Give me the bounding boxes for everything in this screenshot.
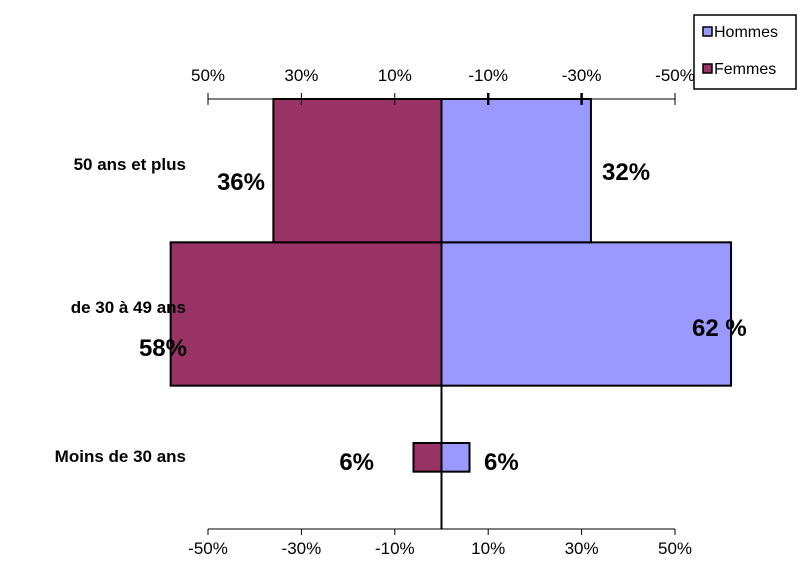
- legend-label-hommes: Hommes: [714, 24, 778, 41]
- category-label: 50 ans et plus: [74, 155, 186, 174]
- bars-layer: [169, 98, 733, 473]
- bottom-tick-label: 30%: [565, 539, 599, 558]
- top-tick-label: 10%: [378, 66, 412, 85]
- bar-hommes-1: [440, 241, 733, 387]
- data-label-femmes: 36%: [217, 169, 265, 196]
- data-label-hommes: 32%: [602, 159, 650, 186]
- bottom-tick-label: -30%: [282, 539, 322, 558]
- legend-swatch-femmes: [702, 63, 713, 74]
- bar-femmes-0: [412, 442, 443, 473]
- data-label-femmes: 58%: [139, 335, 187, 362]
- bottom-tick-label: -50%: [188, 539, 228, 558]
- bar-hommes-0: [440, 442, 471, 473]
- top-tick-label: -10%: [468, 66, 508, 85]
- bar-hommes-2: [440, 98, 592, 244]
- top-tick-label: -30%: [562, 66, 602, 85]
- axis-layer: -50% -30% -10% 10% 30% 50% 50% 30% 10% -10% -30% -5…: [188, 66, 695, 558]
- bottom-tick-label: -10%: [375, 539, 415, 558]
- top-tick-label: 30%: [284, 66, 318, 85]
- bar-femmes-2: [272, 98, 443, 244]
- legend-label-femmes: Femmes: [714, 61, 776, 78]
- top-tick-label: -50%: [655, 66, 695, 85]
- data-label-hommes: 6%: [484, 449, 519, 476]
- category-label: de 30 à 49 ans: [71, 298, 186, 317]
- top-tick-label: 50%: [191, 66, 225, 85]
- legend-swatch-hommes: [702, 26, 713, 37]
- bar-femmes-1: [169, 241, 443, 387]
- bottom-tick-label: 10%: [471, 539, 505, 558]
- label-layer: Moins de 30 ans 6% 6% de 30 à 49 ans 58% 62 %…: [55, 155, 747, 476]
- bottom-tick-label: 50%: [658, 539, 692, 558]
- category-label: Moins de 30 ans: [55, 447, 186, 466]
- data-label-hommes: 62 %: [692, 315, 747, 342]
- data-label-femmes: 6%: [339, 449, 374, 476]
- legend: Hommes Femmes: [693, 14, 797, 90]
